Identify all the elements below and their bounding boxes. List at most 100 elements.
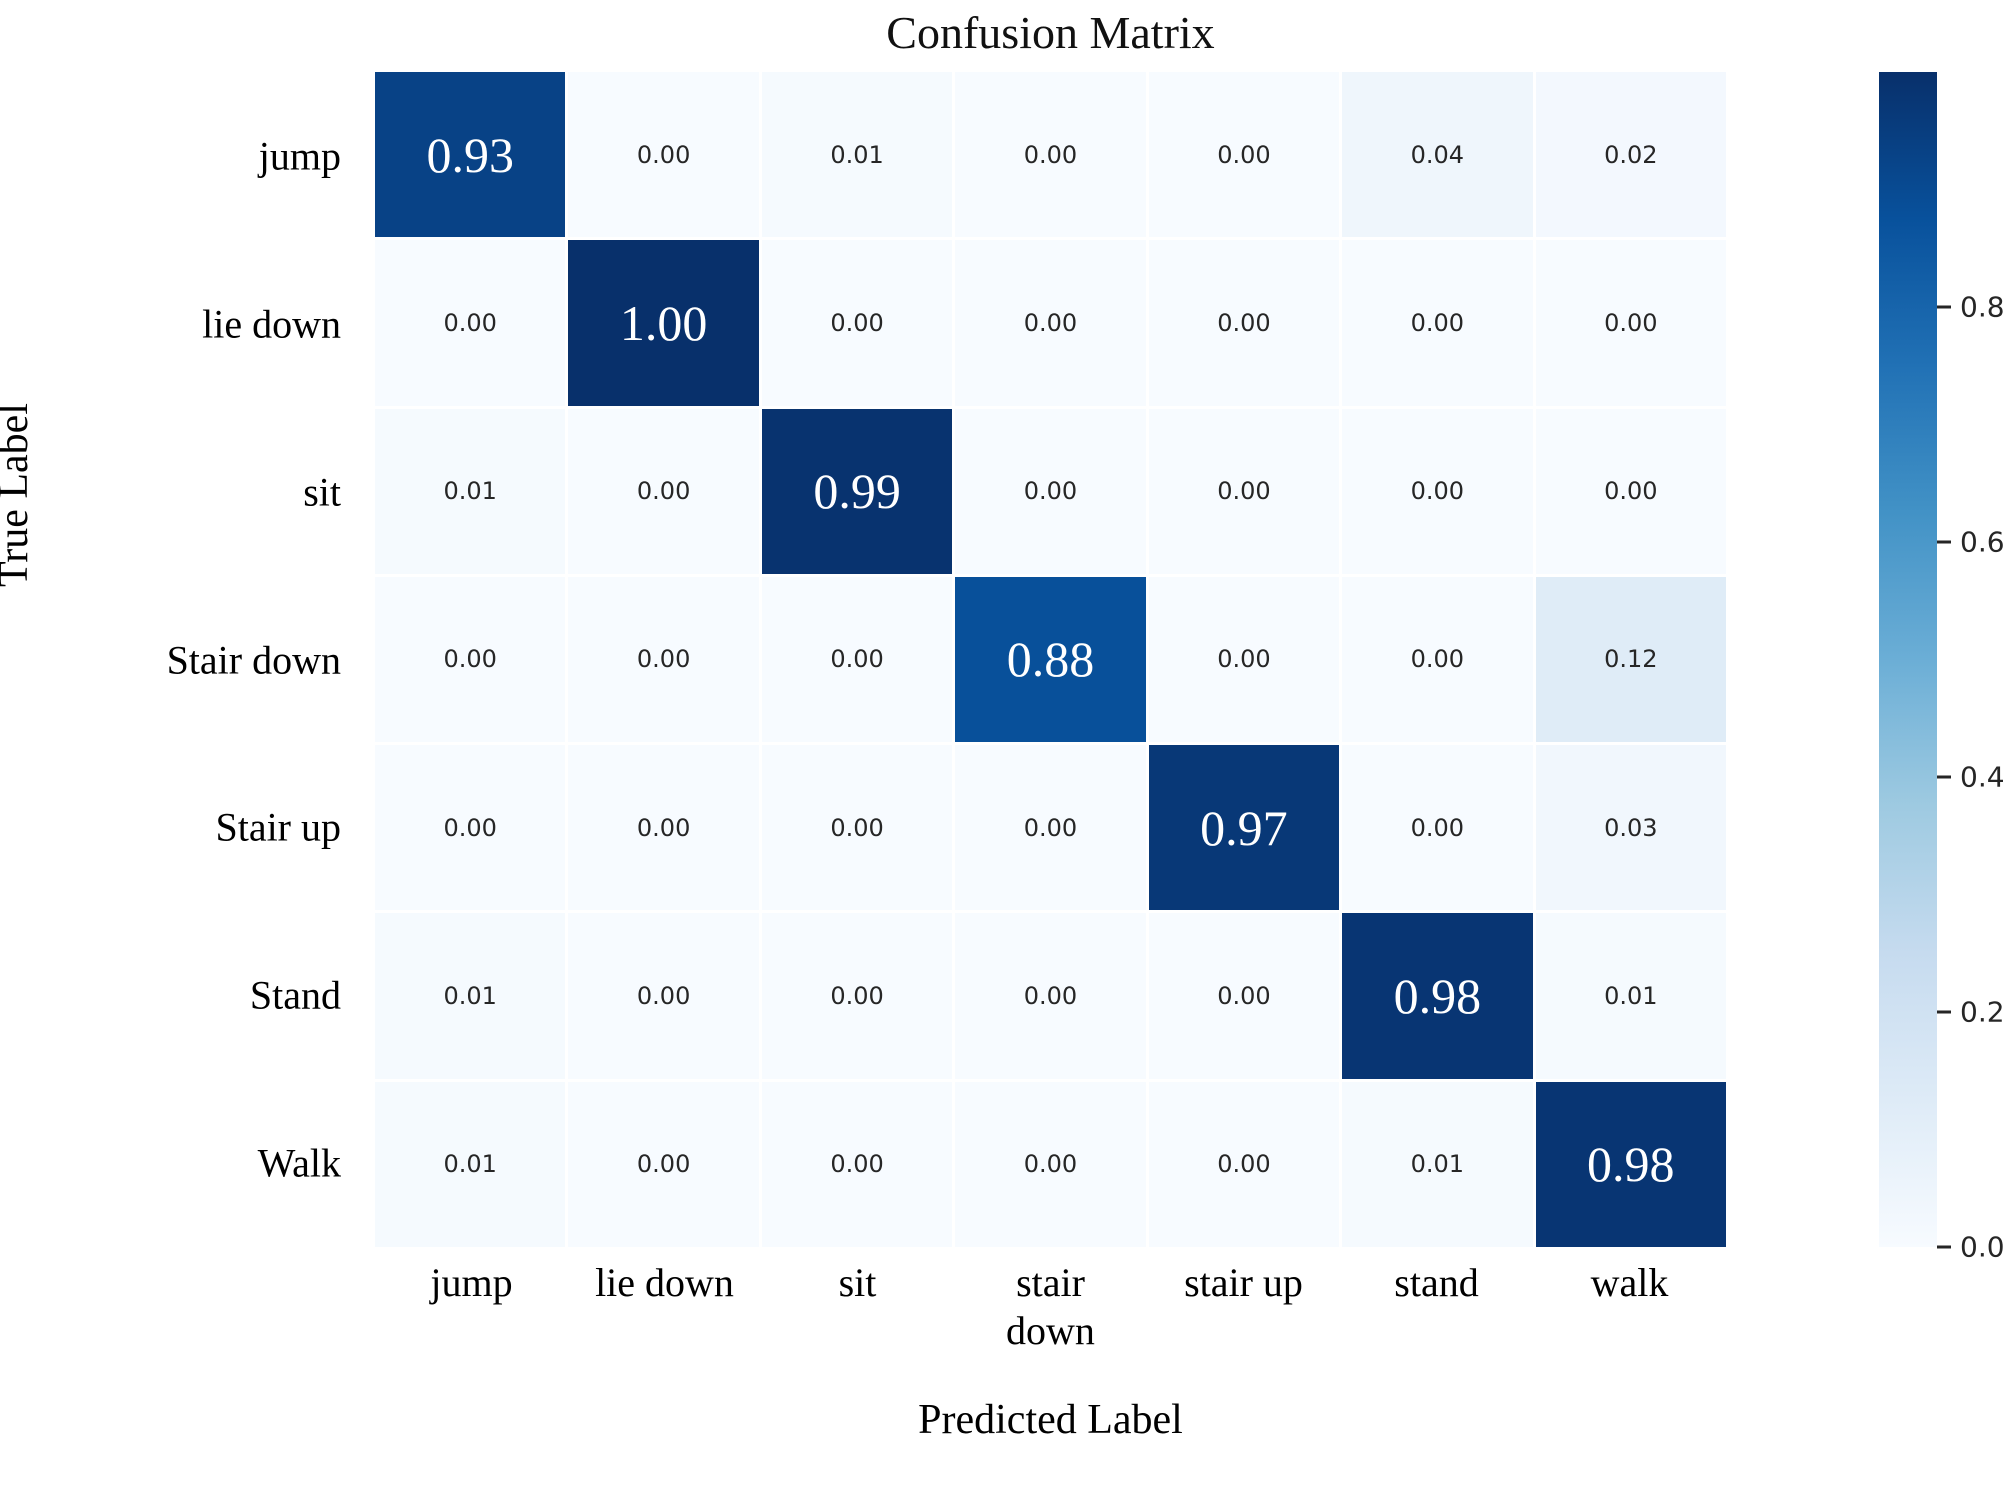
cell-value: 0.00 — [443, 308, 497, 337]
cell-value: 0.00 — [636, 813, 691, 842]
colorbar-tick-value: 0.6 — [1960, 525, 2005, 559]
heatmap-cell: 0.93 — [375, 72, 566, 238]
x-tick-label: sit — [838, 1260, 877, 1305]
heatmap-cell: 0.99 — [761, 408, 953, 574]
y-tick-label: sit — [303, 469, 341, 515]
cell-value: 0.00 — [1217, 645, 1271, 674]
cell-value: 0.01 — [830, 140, 884, 169]
y-tick-label: jump — [258, 133, 341, 179]
cell-value: 0.00 — [1217, 140, 1271, 169]
heatmap-cell: 0.00 — [955, 240, 1146, 406]
cell-value: 0.00 — [636, 645, 691, 674]
heatmap-cell: 0.00 — [375, 240, 566, 406]
y-axis-tick-labels: jump lie down sit Stair down Stair up Stand Wa… — [0, 72, 355, 1247]
heatmap-cell: 0.00 — [375, 576, 566, 743]
heatmap-cell: 0.00 — [1535, 408, 1726, 574]
heatmap-cell: 0.00 — [568, 745, 759, 911]
heatmap-cell: 0.00 — [1342, 576, 1533, 743]
cell-value: 0.99 — [813, 463, 901, 520]
colorbar: 0.8 0.6 0.4 0.2 0.0 — [1879, 72, 2005, 1264]
heatmap-cell: 0.00 — [375, 745, 566, 911]
heatmap-cell: 0.00 — [955, 72, 1146, 238]
cell-value: 0.00 — [1410, 477, 1465, 506]
heatmap-cell: 0.00 — [568, 408, 759, 574]
colorbar-tick-mark — [1937, 305, 1951, 309]
heatmap-cell: 0.01 — [375, 1081, 566, 1247]
heatmap-cell: 0.98 — [1342, 913, 1533, 1079]
cell-value: 0.00 — [830, 813, 884, 842]
colorbar-tick-mark — [1937, 1245, 1951, 1249]
colorbar-tick-mark — [1937, 1010, 1951, 1014]
heatmap-cell: 0.00 — [1535, 240, 1726, 406]
colorbar-tick-mark — [1937, 540, 1951, 544]
cell-value: 0.00 — [830, 645, 884, 674]
cell-value: 0.01 — [443, 1150, 497, 1179]
heatmap-cell: 0.97 — [1148, 745, 1340, 911]
heatmap-cell: 0.00 — [1342, 240, 1533, 406]
heatmap-cell: 0.00 — [1342, 745, 1533, 911]
x-tick-label: stair up — [1184, 1260, 1303, 1305]
cell-value: 0.00 — [1023, 813, 1078, 842]
cell-value: 0.00 — [830, 1150, 884, 1179]
cell-value: 0.00 — [1217, 1150, 1271, 1179]
cell-value: 0.00 — [1604, 308, 1658, 337]
heatmap-cell: 0.00 — [1148, 913, 1340, 1079]
heatmap-cell: 0.02 — [1535, 72, 1726, 238]
cell-value: 0.98 — [1393, 968, 1482, 1025]
cell-value: 0.00 — [830, 308, 884, 337]
x-tick-label: lie down — [595, 1260, 734, 1305]
heatmap-cell: 0.01 — [375, 913, 566, 1079]
cell-value: 0.03 — [1604, 813, 1658, 842]
heatmap-cell: 0.01 — [761, 72, 953, 238]
heatmap-cell: 0.01 — [1535, 913, 1726, 1079]
cell-value: 0.01 — [443, 477, 497, 506]
cell-value: 0.00 — [1023, 1150, 1078, 1179]
colorbar-tick-value: 0.4 — [1960, 760, 2005, 794]
cell-value: 0.88 — [1006, 631, 1095, 688]
heatmap-cell: 1.00 — [568, 240, 759, 406]
cell-value: 0.00 — [636, 140, 691, 169]
heatmap-cell: 0.00 — [1342, 408, 1533, 574]
colorbar-tick-value: 0.8 — [1960, 290, 2005, 324]
cell-value: 0.97 — [1200, 799, 1288, 856]
cell-value: 0.00 — [636, 982, 691, 1011]
cell-value: 0.00 — [1410, 308, 1465, 337]
colorbar-tick: 0.8 — [1937, 291, 2005, 324]
y-tick-label: Stair down — [166, 637, 341, 682]
y-tick-label: lie down — [202, 301, 341, 347]
heatmap-cell: 0.00 — [568, 1081, 759, 1247]
chart-title: Confusion Matrix — [886, 7, 1215, 58]
colorbar-tick-value: 0.0 — [1960, 1230, 2005, 1264]
colorbar-tick-mark — [1937, 775, 1951, 779]
heatmap-cell: 0.03 — [1535, 745, 1726, 911]
x-tick-label: stand — [1394, 1260, 1479, 1305]
colorbar-gradient — [1879, 72, 1937, 1247]
heatmap-cell: 0.98 — [1535, 1081, 1726, 1247]
cell-value: 0.00 — [830, 982, 884, 1011]
cell-value: 0.00 — [1023, 477, 1078, 506]
colorbar-tick: 0.4 — [1937, 761, 2005, 794]
x-axis-label: Predicted Label — [918, 1397, 1183, 1443]
y-tick-label: Stair up — [215, 804, 341, 850]
heatmap-cell: 0.00 — [1148, 1081, 1340, 1247]
heatmap-cell: 0.01 — [375, 408, 566, 574]
y-tick-label: Walk — [257, 1140, 341, 1186]
cell-value: 0.00 — [636, 1150, 691, 1179]
heatmap-cell: 0.88 — [955, 576, 1146, 743]
heatmap-cell: 0.12 — [1535, 576, 1726, 743]
cell-value: 0.00 — [1217, 982, 1271, 1011]
cell-value: 0.01 — [1410, 1150, 1465, 1179]
cell-value: 0.98 — [1587, 1136, 1675, 1193]
heatmap-cell: 0.00 — [761, 745, 953, 911]
colorbar-tick: 0.0 — [1937, 1231, 2005, 1264]
heatmap-cell: 0.00 — [1148, 72, 1340, 238]
cell-value: 0.00 — [443, 645, 497, 674]
heatmap-cell: 0.00 — [955, 408, 1146, 574]
cell-value: 0.00 — [1023, 982, 1078, 1011]
heatmap-cell: 0.00 — [1148, 576, 1340, 743]
cell-value: 0.02 — [1604, 140, 1658, 169]
heatmap-cell: 0.00 — [761, 240, 953, 406]
cell-value: 0.00 — [443, 813, 497, 842]
y-tick-label: Stand — [249, 972, 341, 1018]
